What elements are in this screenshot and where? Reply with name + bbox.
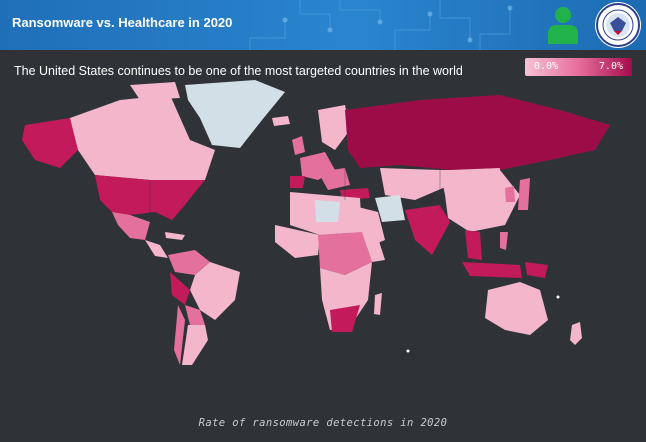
central-asia [380,168,450,200]
map-caption: Rate of ransomware detections in 2020 [198,417,448,429]
alaska [22,118,78,168]
new-zealand [570,322,582,345]
central-africa [318,232,372,275]
uk [292,136,305,155]
scandinavia [318,105,350,150]
peru [170,272,190,305]
colombia-venezuela [168,250,210,275]
spain [290,176,305,188]
japan [518,178,530,210]
madagascar [374,293,382,315]
indonesia [462,262,522,278]
greenland [185,80,285,148]
caribbean [165,232,185,240]
canada [70,95,215,180]
header-bar: Ransomware vs. Healthcare in 2020 [0,0,646,50]
philippines [500,232,508,250]
libya [315,200,340,222]
south-africa [330,305,360,332]
user-icon [548,7,578,44]
pacific-island [406,349,410,353]
east-africa [362,232,385,262]
iran [375,195,405,222]
chile [174,305,185,365]
arctic-islands [130,82,180,100]
west-africa [275,225,320,258]
pacific-island [556,295,560,299]
argentina [182,325,208,365]
mexico [112,212,150,240]
mongolia [450,168,500,184]
korea [505,186,515,202]
brazil [190,262,240,320]
color-scale-legend: 0.0% 7.0% [525,58,632,76]
map-subtitle: The United States continues to be one of… [14,64,463,78]
bolivia-paraguay [185,305,205,325]
india [405,205,450,255]
central-america [145,240,168,258]
legend-max-label: 7.0% [598,61,623,72]
circuit-pattern [249,0,513,50]
australia [485,282,548,335]
new-guinea [525,262,548,278]
russia [345,95,610,170]
legend-min-label: 0.0% [534,61,559,72]
page-title: Ransomware vs. Healthcare in 2020 [12,15,233,30]
china [440,170,520,232]
agency-seal-icon [595,2,641,48]
world-map [22,80,610,365]
southeast-asia [465,230,482,260]
iceland [272,116,290,126]
italy-balkans [318,168,350,190]
